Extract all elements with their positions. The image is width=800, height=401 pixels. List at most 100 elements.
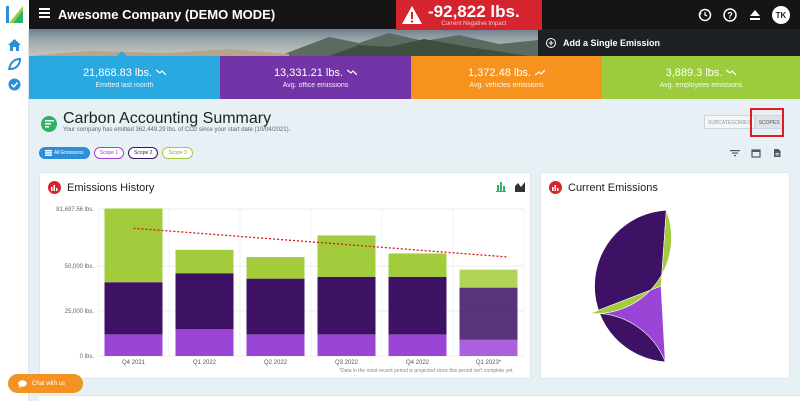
- highlight-box: [750, 108, 784, 137]
- emissions-history-card: Emissions History 81,697.56 lbs. 50,000 l…: [39, 172, 531, 379]
- stat-value: 21,868.83 lbs.: [82, 66, 153, 79]
- stat-label: Avg. vehicles emissions: [469, 81, 544, 89]
- stat-value: 13,331.21 lbs.: [273, 66, 344, 79]
- y-tick-label: 50,000 lbs.: [65, 264, 95, 270]
- add-single-emission-button[interactable]: + Add a Single Emission: [538, 29, 800, 56]
- filter-scope-3[interactable]: Scope 3: [162, 147, 193, 159]
- x-tick-label: Q4 2021: [122, 360, 146, 366]
- filter-label: Scope 2: [134, 150, 153, 156]
- left-rail: [0, 0, 29, 401]
- eject-icon[interactable]: [747, 7, 763, 23]
- summary-title: Carbon Accounting Summary: [63, 110, 272, 127]
- stat-avg-office[interactable]: 13,331.21 lbs. Avg. office emissions: [220, 56, 411, 99]
- bar-segment[interactable]: [388, 253, 447, 277]
- stat-emitted-last-month[interactable]: 21,868.83 lbs. Emitted last month: [29, 56, 220, 99]
- bar-segment[interactable]: [104, 282, 163, 335]
- x-tick-label: Q1 2023*: [476, 360, 502, 366]
- x-tick-label: Q1 2022: [193, 360, 217, 366]
- stat-value: 3,889.3 lbs.: [665, 66, 723, 79]
- active-stat-indicator: [117, 51, 127, 56]
- area-chart-icon[interactable]: [514, 180, 526, 192]
- warning-icon: [396, 5, 428, 25]
- bar-segment[interactable]: [246, 257, 305, 279]
- trend-down-icon: [726, 69, 737, 76]
- filter-all-emissions[interactable]: All Emissions: [39, 147, 90, 159]
- chat-label: Chat with us: [32, 380, 66, 387]
- calendar-icon[interactable]: [751, 148, 761, 158]
- bar-segment[interactable]: [459, 287, 518, 340]
- filter-icon[interactable]: [730, 148, 740, 158]
- current-emissions-pie: [590, 209, 672, 363]
- subcategories-toggle[interactable]: SUBCATEGORIES: [704, 115, 755, 129]
- pie-slice[interactable]: [590, 210, 672, 314]
- filter-label: Scope 1: [99, 150, 119, 156]
- y-tick-label: 0 lbs.: [80, 354, 95, 360]
- bar-segment[interactable]: [459, 339, 518, 356]
- bar-chart-icon[interactable]: [495, 180, 507, 192]
- trend-down-icon: [156, 69, 167, 76]
- hamburger-menu-icon[interactable]: [39, 8, 50, 20]
- emissions-history-chart: 81,697.56 lbs. 50,000 lbs. 25,000 lbs. 0 lb…: [56, 207, 525, 366]
- emissions-history-title: Emissions History: [67, 182, 155, 194]
- filter-label: Scope 3: [168, 150, 187, 156]
- negative-impact-alert[interactable]: -92,822 lbs. Current Negative Impact: [396, 0, 542, 30]
- stat-avg-employees[interactable]: 3,889.3 lbs. Avg. employees emissions: [602, 56, 800, 99]
- bar-segment[interactable]: [104, 208, 163, 283]
- stat-value: 1,372.48 lbs.: [468, 66, 531, 79]
- leaf-icon[interactable]: [7, 57, 22, 72]
- stat-label: Emitted last month: [95, 81, 154, 89]
- check-badge-icon[interactable]: [7, 77, 22, 92]
- add-emission-label: Add a Single Emission: [563, 37, 661, 48]
- bar-segment[interactable]: [388, 334, 447, 356]
- y-tick-label: 25,000 lbs.: [65, 309, 95, 315]
- current-emissions-title: Current Emissions: [568, 182, 658, 194]
- alert-caption: Current Negative Impact: [441, 21, 507, 27]
- current-emissions-card: Current Emissions: [540, 172, 790, 379]
- trend-up-icon: [535, 69, 545, 76]
- next-section-card: [39, 395, 800, 401]
- x-tick-label: Q2 2022: [264, 360, 288, 366]
- chart-icon: [48, 181, 61, 194]
- y-tick-label: 81,697.56 lbs.: [56, 207, 94, 213]
- stat-label: Avg. office emissions: [282, 81, 349, 89]
- bar-segment[interactable]: [246, 334, 305, 356]
- chat-with-us-button[interactable]: Chat with us: [8, 374, 83, 393]
- bar-segment[interactable]: [246, 278, 305, 335]
- bar-segment[interactable]: [175, 273, 234, 330]
- x-tick-label: Q3 2022: [335, 360, 359, 366]
- filter-scope-2[interactable]: Scope 2: [128, 147, 159, 159]
- bar-segment[interactable]: [175, 249, 234, 274]
- app-title: Awesome Company (DEMO MODE): [58, 7, 276, 22]
- bar-segment[interactable]: [317, 235, 376, 277]
- trendline: [133, 227, 509, 258]
- chart-icon: [549, 181, 562, 194]
- bar-segment[interactable]: [317, 276, 376, 335]
- svg-text:?: ?: [727, 11, 733, 21]
- bar-segment[interactable]: [459, 269, 518, 288]
- filter-scope-1[interactable]: Scope 1: [93, 147, 125, 159]
- history-icon[interactable]: [697, 7, 713, 23]
- projection-footnote: *Data in the most recent period is proje…: [339, 368, 514, 374]
- trend-down-icon: [347, 69, 358, 76]
- summary-list-icon: [41, 116, 57, 132]
- chat-bubble-icon: [18, 379, 27, 388]
- scope-filters: All Emissions Scope 1 Scope 2 Scope 3: [39, 147, 193, 159]
- stats-strip: 21,868.83 lbs. Emitted last month 13,331…: [29, 56, 800, 99]
- plus-icon: +: [546, 37, 556, 48]
- layers-icon: [45, 150, 52, 156]
- bar-segment[interactable]: [317, 334, 376, 356]
- view-toggle: SUBCATEGORIES SCOPES: [704, 115, 784, 129]
- x-tick-label: Q4 2022: [406, 360, 430, 366]
- home-icon[interactable]: [7, 37, 22, 52]
- stat-label: Avg. employees emissions: [659, 81, 743, 89]
- user-avatar[interactable]: TK: [772, 6, 790, 24]
- stat-avg-vehicles[interactable]: 1,372.48 lbs. Avg. vehicles emissions: [411, 56, 602, 99]
- filter-label: All Emissions: [54, 150, 84, 156]
- bar-segment[interactable]: [388, 276, 447, 335]
- brand-logo[interactable]: [0, 0, 29, 29]
- summary-subtitle: Your company has emitted 362,449.29 lbs.…: [63, 127, 291, 133]
- document-icon[interactable]: [772, 148, 782, 158]
- bar-segment[interactable]: [175, 329, 234, 356]
- help-icon[interactable]: ?: [722, 7, 738, 23]
- bar-segment[interactable]: [104, 334, 163, 356]
